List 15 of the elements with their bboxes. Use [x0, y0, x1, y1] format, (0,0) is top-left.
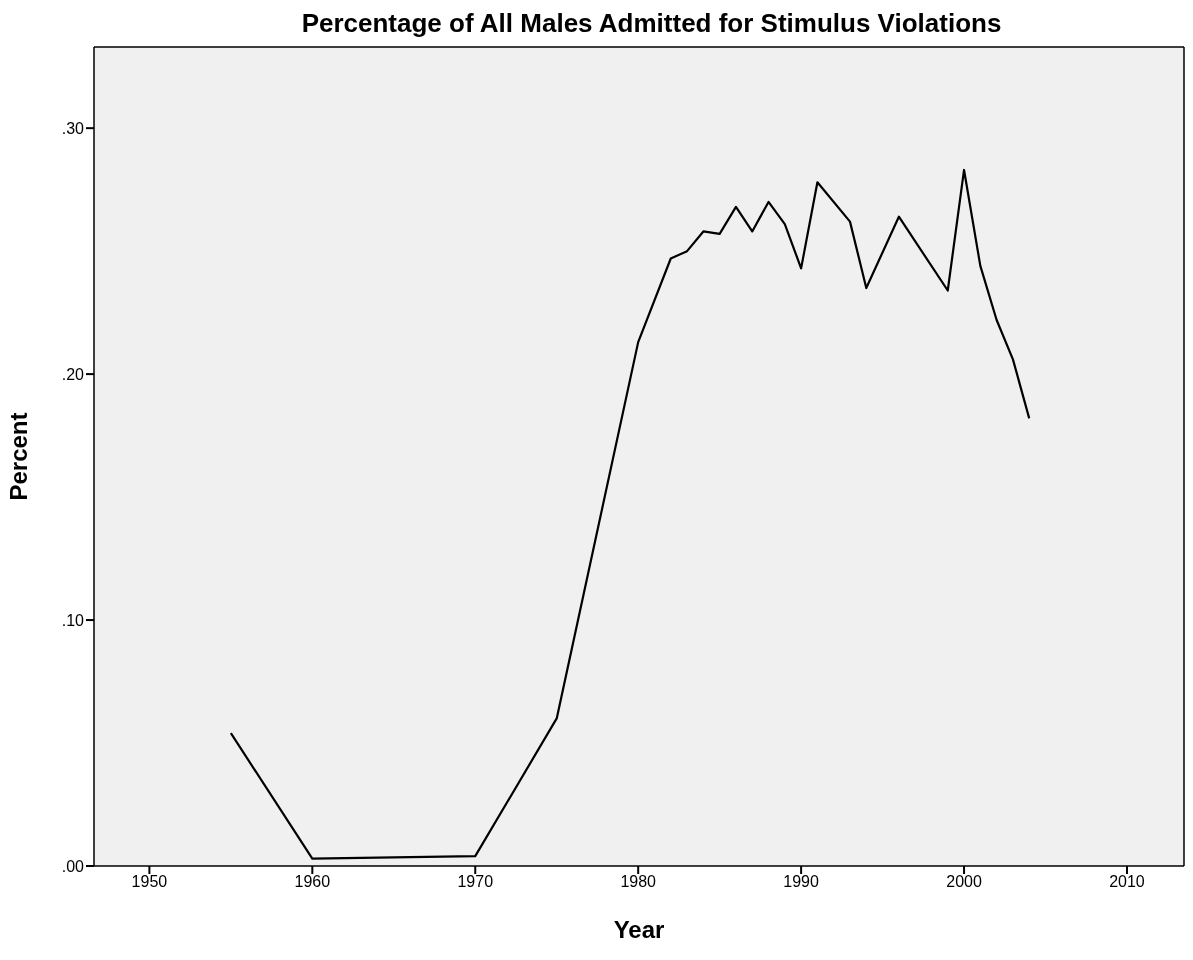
y-tick-label: .30	[61, 119, 85, 137]
y-tick-label: .00	[61, 857, 85, 875]
x-axis-title: Year	[613, 916, 665, 943]
x-tick-label: 1970	[457, 873, 494, 891]
y-tick-label: .20	[61, 365, 85, 383]
x-tick-label: 1960	[294, 873, 331, 891]
line-series	[229, 168, 1031, 860]
x-tick-label: 2010	[1109, 873, 1145, 891]
y-axis-title: Percent	[4, 412, 32, 501]
x-tick-label: 2000	[946, 873, 982, 891]
x-tick-label: 1950	[131, 873, 168, 891]
chart-title: Percentage of All Males Admitted for Stimulus Violations	[300, 8, 1003, 40]
y-tick-label: .10	[61, 611, 85, 629]
x-tick-label: 1990	[783, 873, 820, 891]
x-tick-label: 1980	[620, 873, 657, 891]
